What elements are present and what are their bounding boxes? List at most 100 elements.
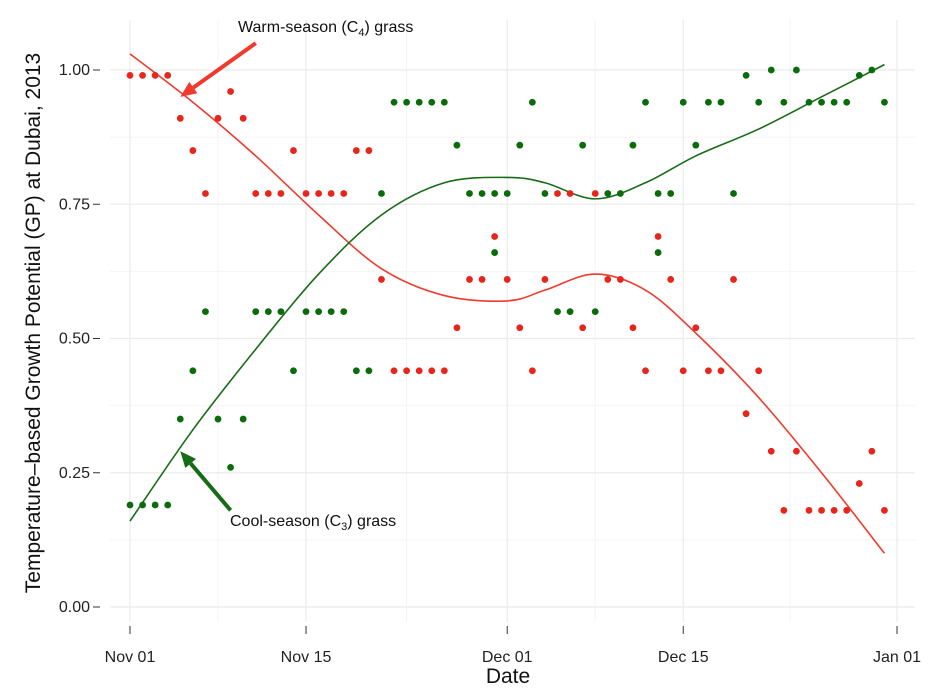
data-point [528, 367, 536, 375]
data-point [793, 66, 800, 74]
data-point [466, 276, 473, 283]
y-tick-label: 1.00 [59, 62, 90, 79]
y-tick-label: 0.50 [59, 331, 90, 348]
data-point [730, 190, 737, 197]
data-point [151, 71, 159, 79]
data-point [767, 447, 775, 455]
data-point [340, 190, 348, 197]
data-point [139, 501, 146, 509]
data-point [189, 147, 197, 154]
data-point [126, 71, 134, 79]
data-point [818, 98, 825, 106]
warm-season-label: Warm-season (C4) grass [238, 19, 413, 39]
data-point [692, 141, 700, 149]
data-point [554, 190, 561, 197]
annotation-arrow-shaft [192, 41, 257, 90]
data-point [704, 98, 712, 106]
data-point [227, 88, 234, 95]
x-tick-label: Nov 15 [281, 649, 332, 666]
data-point [579, 141, 587, 149]
data-point [214, 415, 222, 423]
data-point [868, 66, 876, 74]
data-point [717, 367, 725, 375]
data-point [491, 190, 499, 197]
data-point [793, 447, 800, 455]
data-point [730, 276, 737, 283]
data-point [315, 308, 323, 316]
data-point [365, 147, 373, 154]
data-point [277, 308, 285, 316]
data-point [302, 190, 310, 197]
data-point [629, 141, 637, 149]
data-point [654, 190, 662, 197]
data-point [139, 71, 146, 79]
data-point [503, 276, 511, 283]
data-point [239, 415, 247, 423]
data-point [440, 367, 448, 375]
data-point [692, 324, 700, 332]
data-point [403, 367, 411, 375]
smooth-curves [129, 53, 886, 554]
data-point [805, 98, 813, 106]
data-point [843, 506, 851, 514]
data-point [352, 367, 360, 375]
data-point [440, 98, 448, 106]
annotation-arrowhead [180, 451, 196, 468]
data-point [855, 71, 863, 79]
data-point [616, 276, 624, 283]
x-axis-title: Date [486, 665, 530, 688]
data-point [164, 71, 172, 79]
data-point [327, 190, 335, 197]
data-point [428, 367, 436, 375]
x-tick-label: Nov 01 [105, 649, 156, 666]
data-point [642, 98, 649, 106]
data-point [855, 480, 863, 487]
data-point [755, 367, 763, 375]
data-point [264, 190, 272, 197]
data-point [843, 98, 851, 106]
y-tick-label: 0.75 [59, 196, 90, 213]
data-points [126, 66, 888, 514]
data-point [717, 98, 725, 106]
data-point [478, 190, 486, 197]
x-tick-label: Jan 01 [873, 649, 921, 666]
data-point [403, 98, 411, 106]
y-tick-label: 0.25 [59, 465, 90, 482]
data-point [654, 249, 662, 256]
data-point [679, 367, 687, 375]
data-point [252, 308, 260, 316]
data-point [704, 367, 712, 375]
data-point [541, 276, 549, 283]
data-point [378, 276, 385, 283]
data-point [327, 308, 335, 316]
data-point [415, 98, 423, 106]
data-point [239, 114, 247, 122]
cool-season-label: Cool-season (C3) grass [230, 513, 396, 533]
data-point [176, 415, 184, 423]
data-point [466, 190, 473, 197]
data-point [566, 190, 574, 197]
data-point [629, 324, 637, 332]
data-point [528, 98, 536, 106]
data-point [742, 410, 750, 418]
data-point [667, 190, 675, 197]
data-point [780, 506, 788, 514]
data-point [315, 190, 323, 197]
data-point [516, 141, 524, 149]
data-point [881, 98, 888, 106]
data-point [340, 308, 348, 316]
data-point [868, 447, 876, 455]
data-point [579, 324, 587, 332]
data-point [805, 506, 813, 514]
x-tick-label: Dec 15 [658, 649, 709, 666]
data-point [151, 501, 159, 509]
annotation-arrowhead [180, 81, 198, 97]
data-point [830, 98, 838, 106]
data-point [176, 114, 184, 122]
data-point [830, 506, 838, 514]
data-point [352, 147, 360, 154]
data-point [491, 233, 499, 240]
data-point [679, 98, 687, 106]
x-tick-label: Dec 01 [482, 649, 533, 666]
